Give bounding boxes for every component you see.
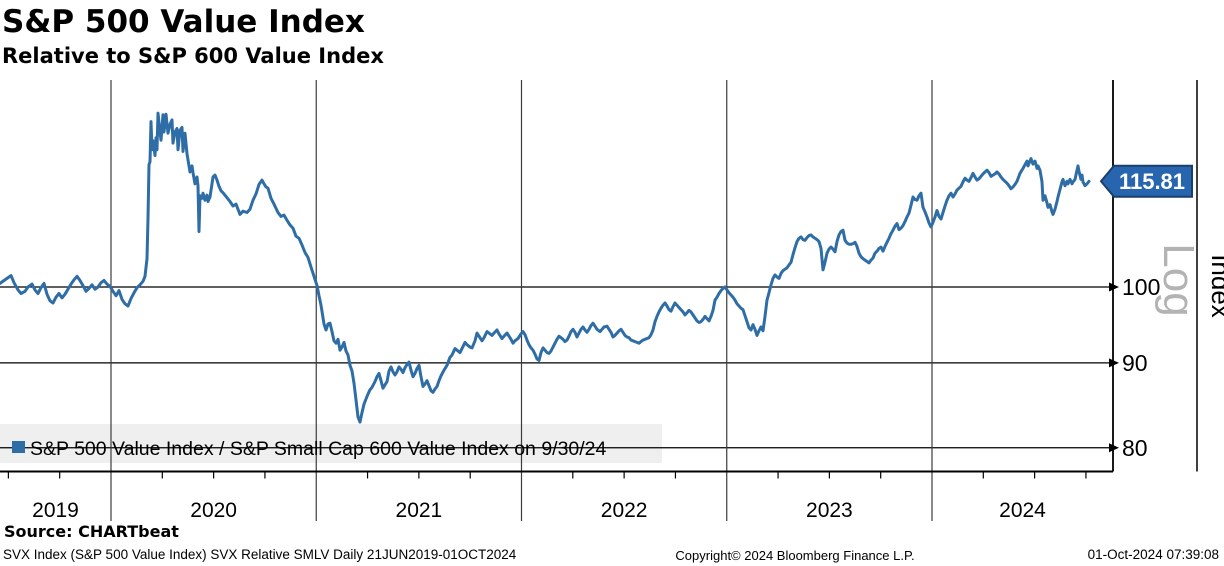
legend-label: S&P 500 Value Index / S&P Small Cap 600 …: [30, 438, 607, 460]
ticker-info: SVX Index (S&P 500 Value Index) SVX Rela…: [3, 547, 517, 562]
legend-box: [0, 424, 662, 463]
price-line: [0, 111, 1091, 424]
legend-swatch: [12, 441, 25, 453]
year-label: 2021: [396, 499, 443, 522]
chart-title: S&P 500 Value Index: [2, 4, 365, 40]
value-flag-label: 115.81: [1119, 169, 1185, 194]
year-label: 2023: [806, 499, 853, 522]
y-tick-arrow-icon: [1109, 443, 1119, 453]
year-label: 2019: [32, 499, 79, 522]
log-scale-label: Log: [1154, 243, 1203, 316]
year-label: 2024: [999, 499, 1046, 522]
y-tick-arrow-icon: [1109, 282, 1119, 292]
source-line: Source: CHARTbeat: [4, 522, 179, 541]
value-flag: [1099, 164, 1193, 198]
y-tick-label: 80: [1122, 435, 1148, 461]
y-tick-label: 100: [1122, 274, 1160, 300]
year-label: 2020: [190, 499, 237, 522]
index-axis-label: Index: [1206, 254, 1224, 318]
chart-subtitle: Relative to S&P 600 Value Index: [2, 44, 384, 68]
year-label: 2022: [601, 499, 648, 522]
y-tick-arrow-icon: [1109, 358, 1119, 368]
timestamp: 01-Oct-2024 07:39:08: [1087, 547, 1219, 562]
copyright: Copyright© 2024 Bloomberg Finance L.P.: [675, 548, 915, 563]
y-tick-label: 90: [1122, 350, 1148, 376]
